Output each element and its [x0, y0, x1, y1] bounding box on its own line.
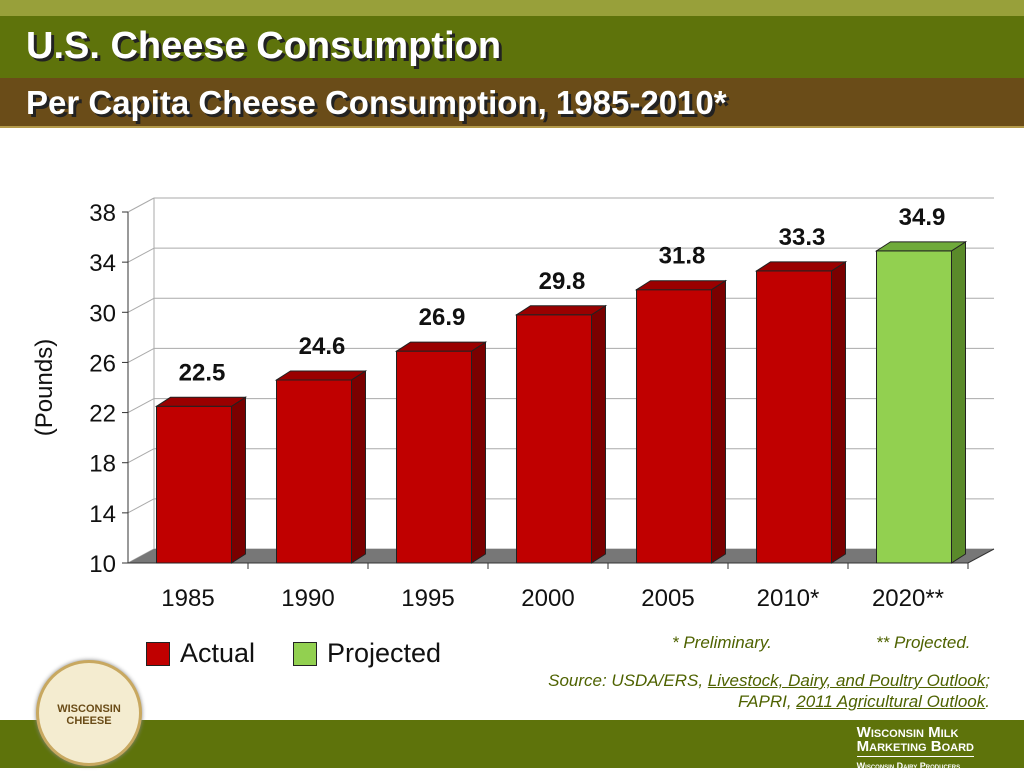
- bar-front: [156, 405, 232, 564]
- bar-side: [471, 341, 486, 564]
- data-label: 33.3: [779, 224, 826, 251]
- data-label: 26.9: [419, 304, 466, 331]
- x-tick-label: 2000: [521, 585, 574, 612]
- legend-label: Actual: [180, 638, 256, 668]
- top-band: [0, 0, 1024, 16]
- source-text: FAPRI,: [738, 692, 797, 711]
- legend-projected: Projected: [293, 638, 441, 669]
- source-link[interactable]: Livestock, Dairy, and Poultry Outlook: [707, 671, 986, 690]
- x-tick-label: 2020**: [872, 585, 944, 612]
- org-tagline: Wisconsin Dairy Producers: [856, 756, 974, 773]
- gridline-depth: [127, 347, 155, 363]
- bar-top: [514, 305, 608, 316]
- note-preliminary: * Preliminary.: [672, 633, 772, 652]
- bar-front: [756, 270, 832, 564]
- x-tick-label: 2010*: [757, 585, 820, 612]
- data-label: 24.6: [299, 333, 346, 360]
- bar-top: [754, 261, 848, 272]
- bar-front: [636, 289, 712, 564]
- source-text: .: [985, 692, 990, 711]
- org-name: Wisconsin Milk: [856, 724, 959, 741]
- y-tick-label: 14: [89, 501, 116, 528]
- x-tick-label: 1990: [281, 585, 334, 612]
- source-link[interactable]: 2011 Agricultural Outlook: [796, 692, 986, 711]
- y-tick-label: 22: [89, 401, 116, 428]
- gridline-depth: [127, 297, 155, 313]
- bar-front: [396, 350, 472, 564]
- y-tick-label: 30: [89, 300, 116, 327]
- gridline-depth: [127, 448, 155, 464]
- wisconsin-cheese-logo: WISCONSIN CHEESE: [36, 660, 142, 766]
- logo-text: WISCONSIN CHEESE: [57, 703, 121, 727]
- legend-swatch-projected: [293, 641, 317, 666]
- bar-front: [876, 250, 952, 564]
- bar-front: [276, 379, 352, 564]
- y-tick-label: 34: [89, 250, 116, 277]
- bar-side: [951, 240, 966, 564]
- y-tick-label: 38: [89, 200, 116, 227]
- bar-front: [516, 314, 592, 564]
- page-title: U.S. Cheese Consumption: [0, 16, 1024, 78]
- bar-top: [874, 241, 968, 252]
- y-axis-label: (Pounds): [31, 339, 58, 436]
- data-label: 29.8: [539, 268, 586, 295]
- data-label: 31.8: [659, 243, 706, 270]
- y-tick-label: 10: [89, 551, 116, 578]
- data-label: 22.5: [179, 359, 226, 386]
- gridline-depth: [127, 247, 155, 263]
- legend-actual: Actual: [146, 638, 255, 669]
- x-tick-label: 1995: [401, 585, 454, 612]
- data-label: 34.9: [899, 204, 946, 231]
- bar-top: [394, 341, 488, 352]
- legend-swatch-actual: [146, 641, 170, 666]
- gridline-depth: [127, 498, 155, 514]
- y-tick-label: 26: [89, 350, 116, 377]
- x-tick-label: 2005: [641, 585, 694, 612]
- bar-side: [711, 279, 726, 564]
- gridline-depth: [127, 398, 155, 414]
- y-tick-label: 18: [89, 451, 116, 478]
- source-note: Source: USDA/ERS, Livestock, Dairy, and …: [548, 670, 990, 712]
- bar-side: [591, 304, 606, 564]
- page-subtitle: Per Capita Cheese Consumption, 1985-2010…: [0, 78, 1024, 128]
- bar-top: [274, 370, 368, 381]
- bar-side: [831, 261, 846, 564]
- wmmb-logo: Wisconsin Milk Marketing Board Wisconsin…: [856, 724, 974, 773]
- gridline-depth: [127, 197, 155, 213]
- note-projected: ** Projected.: [876, 633, 971, 652]
- x-tick-label: 1985: [161, 585, 214, 612]
- bar-top: [634, 280, 728, 291]
- source-text: ;: [985, 671, 990, 690]
- source-text: Source: USDA/ERS,: [548, 671, 708, 690]
- footer-band: [0, 720, 1024, 768]
- bar-top: [154, 396, 248, 407]
- bar-side: [231, 396, 246, 564]
- bar-side: [351, 370, 366, 564]
- legend-label: Projected: [327, 638, 442, 668]
- org-name: Marketing Board: [856, 738, 974, 755]
